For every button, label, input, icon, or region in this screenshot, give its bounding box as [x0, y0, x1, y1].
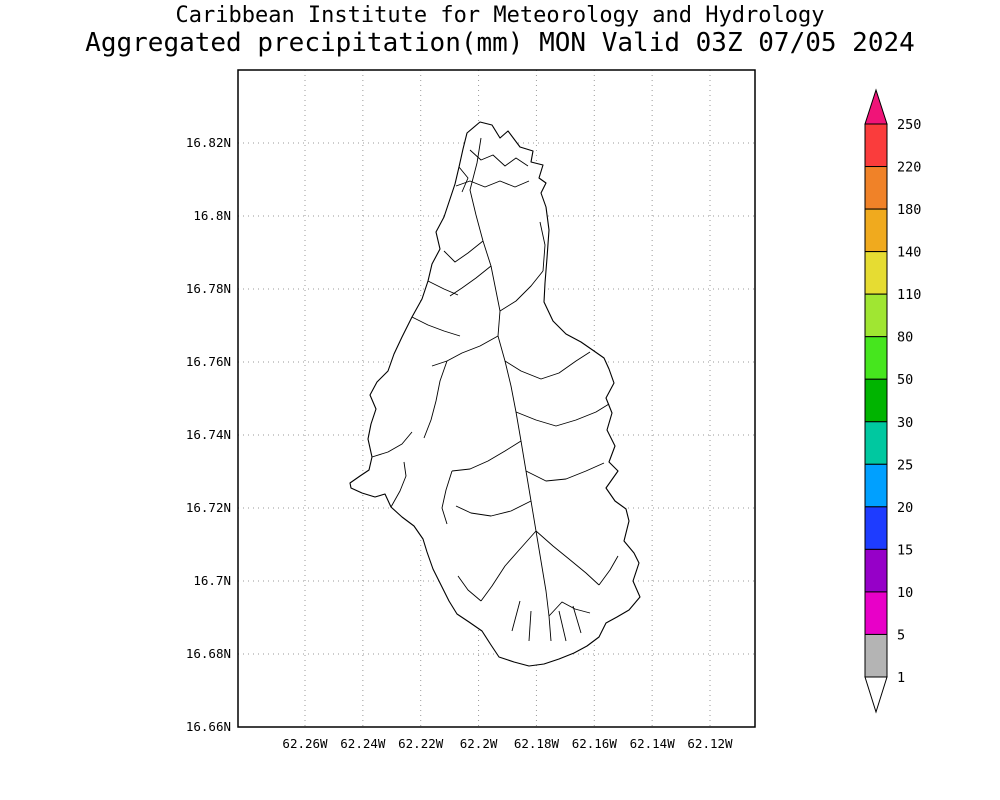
x-axis-tick-label: 62.2W — [460, 736, 498, 751]
watershed-line — [525, 462, 605, 482]
watershed-line — [411, 316, 461, 337]
colorbar-tick-label: 80 — [897, 330, 913, 346]
y-axis-tick-label: 16.74N — [186, 427, 231, 442]
watershed-line — [535, 530, 552, 642]
colorbar-tick-label: 20 — [897, 500, 913, 516]
x-axis-tick-label: 62.12W — [687, 736, 733, 751]
colorbar-arrow-below — [864, 676, 888, 714]
colorbar-segment — [864, 123, 888, 168]
colorbar-tick-label: 140 — [897, 245, 921, 261]
watershed-line — [455, 500, 532, 517]
y-axis-tick-label: 16.68N — [186, 646, 231, 661]
watershed-line — [451, 440, 522, 472]
colorbar-tick-label: 10 — [897, 585, 913, 601]
watershed-line — [449, 265, 492, 297]
colorbar-segment — [864, 591, 888, 635]
watershed-line — [515, 403, 610, 427]
y-axis-tick-label: 16.78N — [186, 281, 231, 296]
x-axis-tick-label: 62.18W — [514, 736, 560, 751]
x-axis-tick-label: 62.14W — [630, 736, 676, 751]
watershed-line — [539, 221, 546, 272]
colorbar-arrow-above — [864, 88, 888, 125]
colorbar-tick-label: 5 — [897, 627, 905, 643]
colorbar-segment — [864, 251, 888, 295]
y-axis-tick-label: 16.7N — [193, 573, 231, 588]
colorbar-tick-label: 250 — [897, 117, 921, 133]
institute-title: Caribbean Institute for Meteorology and … — [175, 3, 825, 28]
colorbar-tick-label: 110 — [897, 287, 921, 303]
colorbar-segment — [864, 378, 888, 423]
watershed-line — [535, 530, 600, 586]
watershed-line — [431, 335, 499, 367]
colorbar-segment — [864, 506, 888, 550]
watershed-line — [427, 280, 459, 296]
product-title: Aggregated precipitation(mm) MON Valid 0… — [85, 28, 915, 58]
colorbar-tick-label: 220 — [897, 160, 921, 176]
x-axis-tick-label: 62.16W — [572, 736, 618, 751]
colorbar-segment — [864, 166, 888, 210]
watershed-line — [441, 470, 453, 525]
colorbar-tick-label: 50 — [897, 372, 913, 388]
watershed-line — [558, 610, 567, 642]
watershed-line — [572, 605, 582, 634]
watershed-line — [480, 530, 537, 602]
colorbar-segment — [864, 336, 888, 380]
watershed-line — [469, 137, 537, 532]
watershed-line — [598, 555, 619, 586]
watershed-line — [499, 270, 544, 312]
colorbar-segment — [864, 633, 888, 678]
colorbar-tick-label: 1 — [897, 670, 905, 686]
x-axis-tick-label: 62.22W — [398, 736, 444, 751]
colorbar-segment — [864, 293, 888, 338]
watershed-line — [469, 149, 529, 167]
colorbar-segment — [864, 208, 888, 253]
colorbar-segment — [864, 548, 888, 593]
watershed-line — [458, 166, 469, 193]
x-axis-tick-label: 62.24W — [340, 736, 386, 751]
plot-frame — [237, 69, 756, 728]
watershed-line — [548, 601, 591, 617]
colorbar-segment — [864, 421, 888, 465]
watershed-line — [390, 461, 407, 508]
colorbar-tick-label: 25 — [897, 457, 913, 473]
colorbar-tick-label: 30 — [897, 415, 913, 431]
x-axis-tick-label: 62.26W — [282, 736, 328, 751]
watershed-line — [511, 600, 521, 632]
watershed-line — [455, 180, 530, 188]
y-axis-tick-label: 16.72N — [186, 500, 231, 515]
watershed-line — [371, 431, 413, 458]
watershed-line — [528, 610, 532, 642]
watershed-line — [443, 240, 484, 263]
watershed-line — [457, 575, 482, 602]
colorbar-tick-label: 180 — [897, 202, 921, 218]
y-axis-tick-label: 16.8N — [193, 208, 231, 223]
watershed-line — [423, 360, 448, 439]
y-axis-tick-label: 16.82N — [186, 135, 231, 150]
coastline-outline — [349, 121, 641, 667]
y-axis-tick-label: 16.66N — [186, 719, 231, 734]
colorbar-tick-label: 15 — [897, 542, 913, 558]
y-axis-tick-label: 16.76N — [186, 354, 231, 369]
watershed-line — [504, 351, 591, 380]
colorbar-segment — [864, 463, 888, 508]
